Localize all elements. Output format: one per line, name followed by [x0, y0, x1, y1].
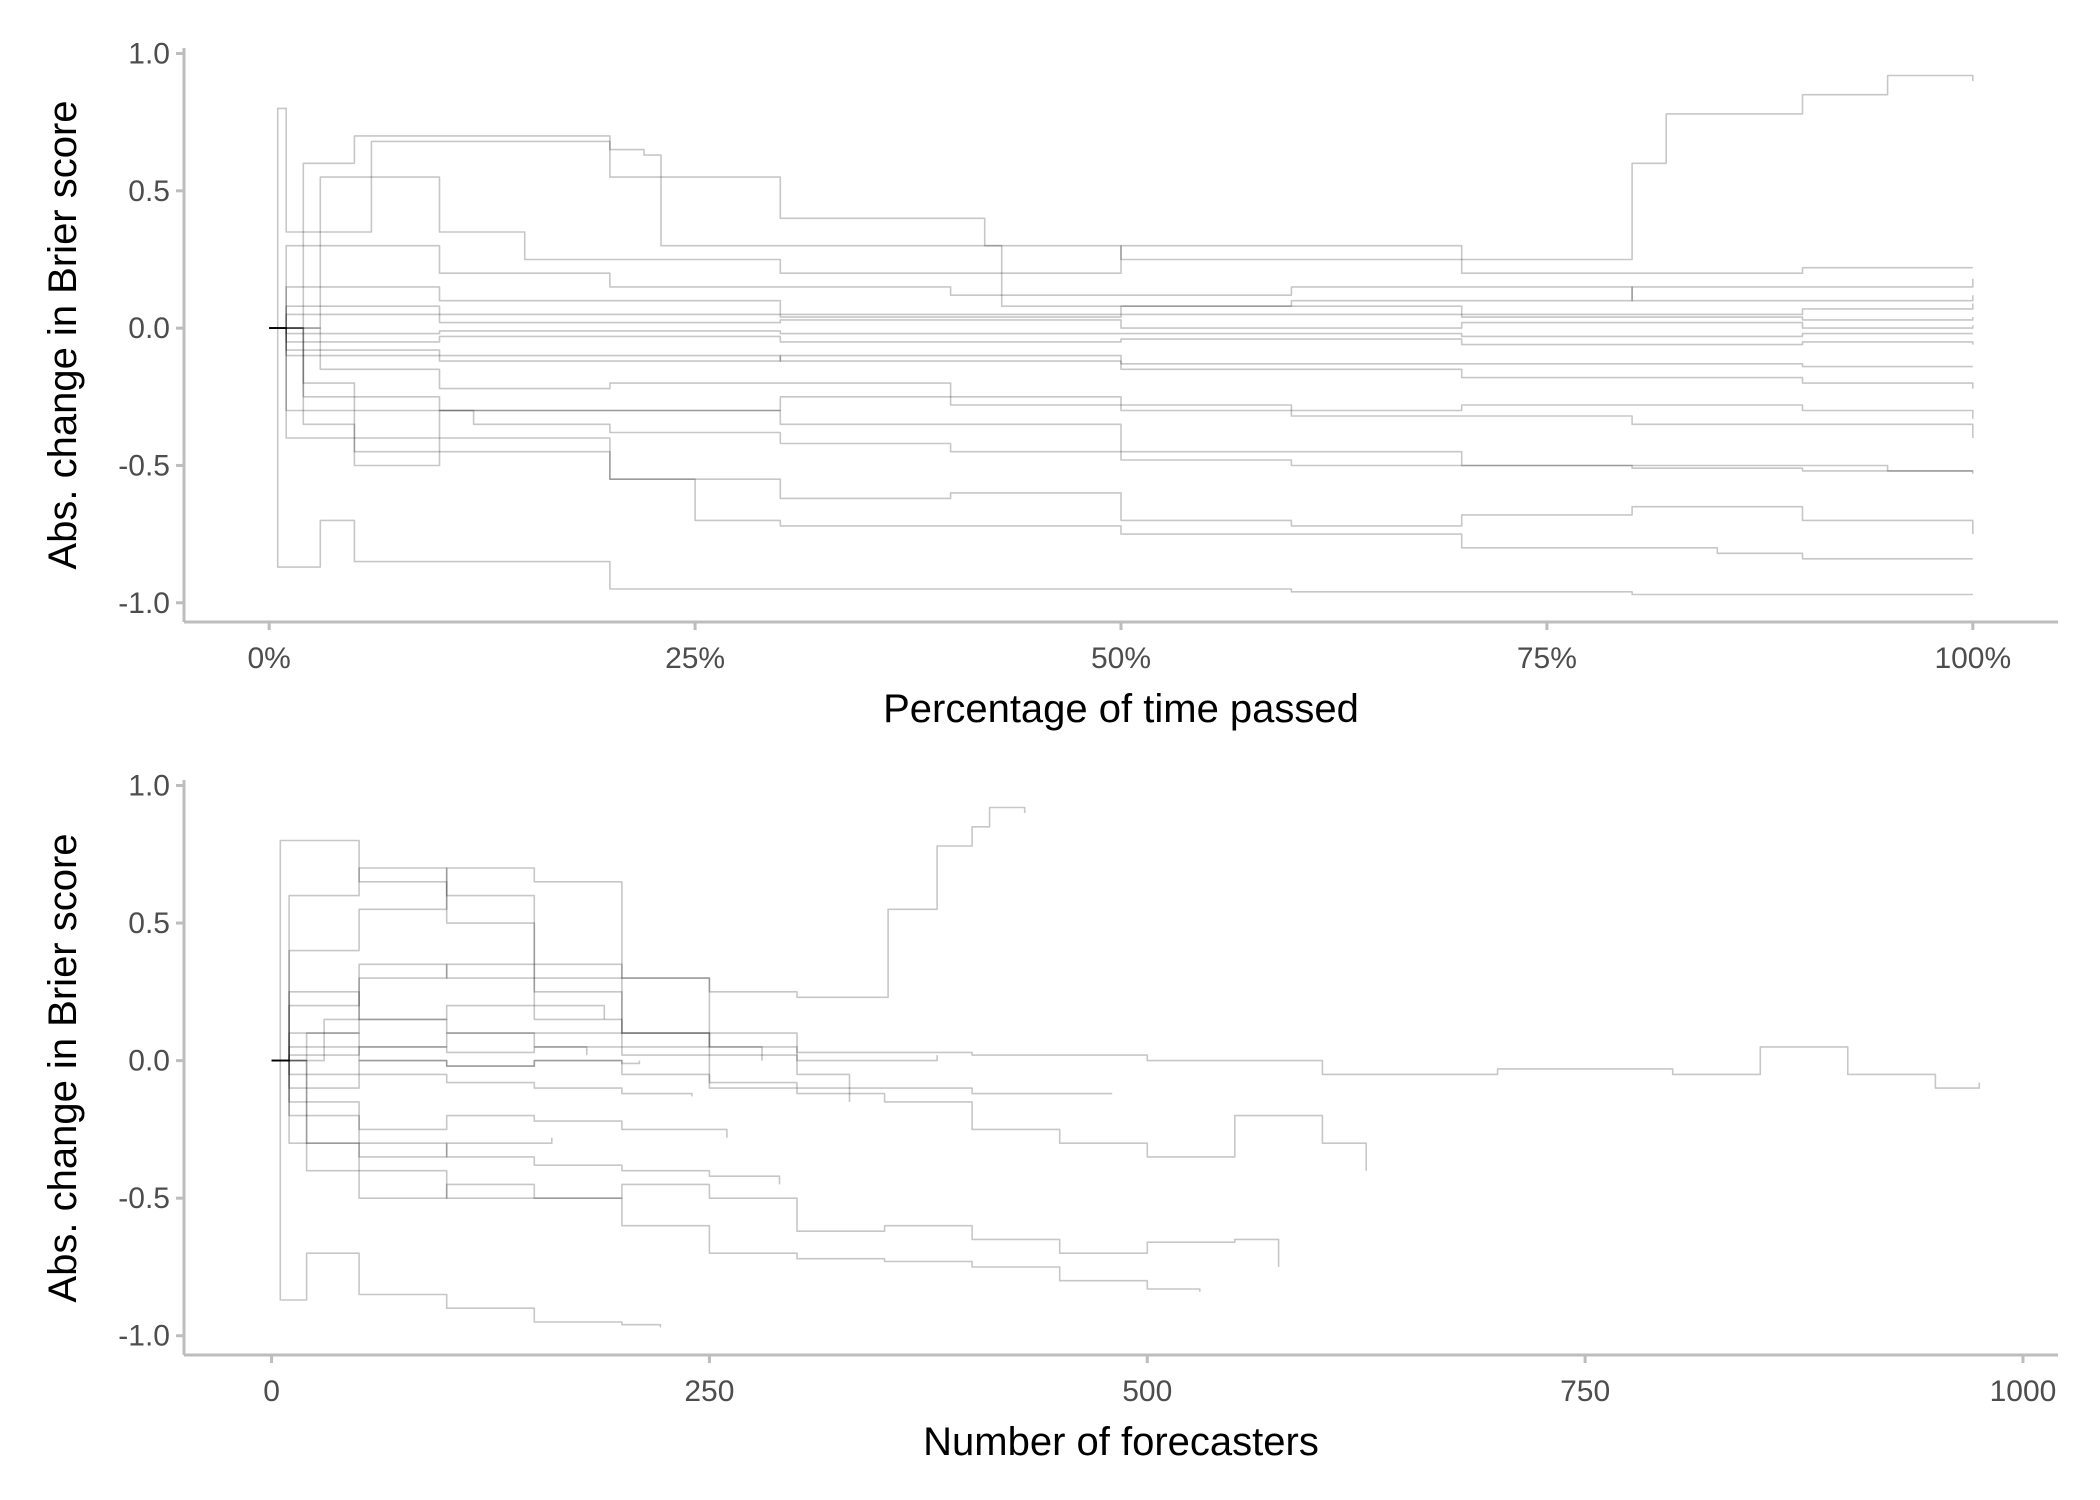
- forecasters-chart-series-line-10: [271, 1059, 728, 1138]
- forecasters-chart-panel: -1.0 -0.5 0.0 0.5 1.0 0 250 500 750 1000 Number …: [41, 770, 2058, 1464]
- forecasters-chart-series-line-2: [271, 1059, 662, 1328]
- time-chart-series-line-17: [269, 305, 1974, 329]
- forecasters-chart-series-line-3: [271, 1059, 1201, 1292]
- time-chart-x-tick-label: 75%: [1517, 642, 1577, 675]
- forecasters-chart-series-line-15: [271, 1059, 641, 1076]
- time-chart-series-line-5: [269, 327, 1973, 472]
- time-chart-series-line-16: [269, 327, 1973, 368]
- time-chart-series-line-3: [269, 327, 1973, 560]
- forecasters-chart-series-line-11: [271, 991, 711, 1062]
- time-chart-series-line-4: [269, 327, 1974, 535]
- time-chart-series-line-9: [269, 327, 1974, 438]
- forecasters-chart-x-tick-label: 0: [263, 1375, 280, 1408]
- time-chart-y-tick-label: 1.0: [128, 37, 170, 70]
- time-chart-series-line-11: [269, 244, 1974, 329]
- forecasters-chart-y-tick-label: 0.0: [128, 1045, 170, 1078]
- forecasters-chart-x-tick-label: 1000: [1990, 1375, 2057, 1408]
- time-chart-y-tick-label: 0.0: [128, 312, 170, 345]
- forecasters-chart-series-line-18: [271, 963, 606, 1062]
- time-chart-y-tick-label: -1.0: [118, 587, 170, 620]
- time-chart-series-line-7: [269, 176, 1973, 329]
- time-chart-y-tick-label: -0.5: [118, 449, 170, 482]
- time-chart-series-line-2: [269, 327, 1973, 596]
- forecasters-chart-series-line-17: [271, 1059, 553, 1158]
- forecasters-chart-x-tick-label: 250: [684, 1375, 734, 1408]
- forecasters-chart-x-ticks: 0 250 500 750 1000: [263, 1355, 2056, 1408]
- forecasters-chart-series-line-13: [271, 1046, 1113, 1095]
- time-chart-x-tick-label: 100%: [1934, 642, 2011, 675]
- forecasters-chart-y-tick-label: 0.5: [128, 907, 170, 940]
- forecasters-chart-series-line-7: [271, 867, 763, 1062]
- forecasters-chart-series-line-8: [271, 867, 851, 1102]
- forecasters-chart-series-line-5: [271, 963, 1367, 1171]
- forecasters-chart-y-tick-label: 1.0: [128, 770, 170, 803]
- time-chart-x-axis-title: Percentage of time passed: [883, 687, 1359, 731]
- forecasters-chart-y-ticks: -1.0 -0.5 0.0 0.5 1.0: [118, 770, 184, 1353]
- time-chart-series-line-13: [269, 327, 1974, 389]
- time-chart-series-line-15: [269, 327, 1974, 346]
- time-chart-series-line-1: [269, 74, 1974, 329]
- time-chart-series-line-14: [269, 313, 1974, 329]
- time-chart-y-tick-label: 0.5: [128, 175, 170, 208]
- time-chart-x-tick-label: 0%: [248, 642, 291, 675]
- forecasters-chart-y-axis-title: Abs. change in Brier score: [41, 833, 85, 1302]
- forecasters-chart-y-tick-label: -0.5: [118, 1182, 170, 1215]
- time-chart-y-axis-title: Abs. change in Brier score: [41, 100, 85, 569]
- forecasters-chart-series-line-6: [271, 1018, 1980, 1089]
- forecasters-chart-x-tick-label: 500: [1122, 1375, 1172, 1408]
- forecasters-chart-series-line-1: [271, 806, 1026, 1062]
- forecasters-chart-x-axis-title: Number of forecasters: [923, 1420, 1319, 1464]
- time-chart-panel: -1.0 -0.5 0.0 0.5 1.0 0% 25% 50% 75% 100% Percen…: [41, 37, 2058, 731]
- forecasters-chart-series-line-9: [271, 1059, 781, 1185]
- time-chart-series-line-18: [269, 327, 1973, 338]
- time-chart-plot-area: [269, 74, 1974, 596]
- time-chart-series-line-10: [269, 327, 1974, 419]
- forecasters-chart-x-tick-label: 750: [1560, 1375, 1610, 1408]
- forecasters-chart-series-line-12: [271, 1059, 693, 1097]
- time-chart-series-line-8: [269, 135, 1974, 329]
- time-chart-series-line-6: [269, 327, 1974, 474]
- time-chart-x-ticks: 0% 25% 50% 75% 100%: [248, 622, 2011, 675]
- forecasters-chart-series-line-14: [271, 1032, 588, 1062]
- time-chart-x-tick-label: 25%: [665, 642, 725, 675]
- time-chart-x-tick-label: 50%: [1091, 642, 1151, 675]
- forecasters-chart-plot-area: [271, 806, 1980, 1328]
- forecasters-chart-series-line-16: [271, 1046, 938, 1062]
- time-chart-series-line-12: [269, 286, 1974, 329]
- time-chart-y-ticks: -1.0 -0.5 0.0 0.5 1.0: [118, 37, 184, 620]
- forecasters-chart-series-line-4: [271, 1059, 1280, 1267]
- forecasters-chart-y-tick-label: -1.0: [118, 1320, 170, 1353]
